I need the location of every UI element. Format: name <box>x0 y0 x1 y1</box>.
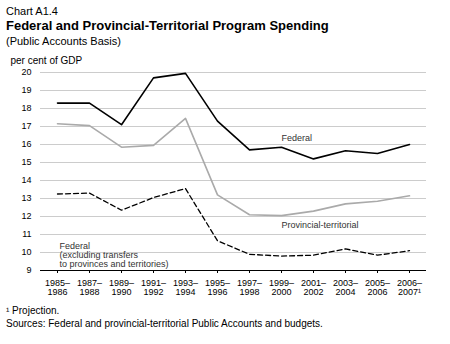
svg-text:10: 10 <box>21 247 31 257</box>
svg-text:Federal: Federal <box>282 133 313 143</box>
svg-text:19: 19 <box>21 85 31 95</box>
svg-text:11: 11 <box>22 229 31 239</box>
svg-text:1989–1990: 1989–1990 <box>109 278 134 297</box>
svg-text:1993–1994: 1993–1994 <box>173 278 198 297</box>
svg-text:9: 9 <box>26 265 31 275</box>
svg-text:1987–1988: 1987–1988 <box>77 278 102 297</box>
svg-text:Provincial-territorial: Provincial-territorial <box>282 220 359 230</box>
html-text:Sources: Federal and provincia: Sources: Federal and provincial-territor… <box>6 318 323 329</box>
svg-text:14: 14 <box>21 175 31 185</box>
svg-text:2006–2007¹: 2006–2007¹ <box>397 278 422 297</box>
svg-text:Federal(excluding transfersto: Federal(excluding transfersto provinces … <box>60 241 169 269</box>
svg-text:13: 13 <box>21 193 31 203</box>
svg-text:12: 12 <box>21 211 31 221</box>
svg-text:1999–2000: 1999–2000 <box>269 278 294 297</box>
html-text:(Public Accounts Basis): (Public Accounts Basis) <box>6 35 121 47</box>
svg-text:1997–1998: 1997–1998 <box>237 278 262 297</box>
svg-text:2003–2004: 2003–2004 <box>333 278 358 297</box>
svg-text:1991–1992: 1991–1992 <box>141 278 166 297</box>
svg-text:1995–1996: 1995–1996 <box>205 278 230 297</box>
svg-text:16: 16 <box>21 139 31 149</box>
svg-text:17: 17 <box>21 121 31 131</box>
html-text:Federal and Provincial-Territo: Federal and Provincial-Territorial Progr… <box>6 18 329 33</box>
html-text:Chart A1.4: Chart A1.4 <box>6 5 58 17</box>
svg-text:20: 20 <box>21 67 31 77</box>
svg-text:per cent of GDP: per cent of GDP <box>11 55 83 66</box>
svg-text:1985–1986: 1985–1986 <box>45 278 70 297</box>
svg-text:2005–2006: 2005–2006 <box>365 278 390 297</box>
svg-text:15: 15 <box>21 157 31 167</box>
html-text:¹ Projection.: ¹ Projection. <box>6 305 60 316</box>
svg-text:18: 18 <box>21 103 31 113</box>
svg-text:2001–2002: 2001–2002 <box>301 278 326 297</box>
